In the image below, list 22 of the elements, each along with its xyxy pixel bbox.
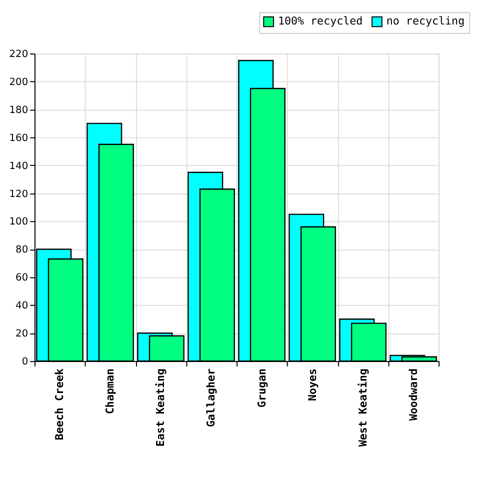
- y-tick-label: 180: [9, 104, 28, 116]
- x-tick-label: Noyes: [306, 368, 319, 402]
- y-tick-label: 60: [16, 272, 28, 284]
- x-tick-label: West Keating: [356, 368, 370, 447]
- y-tick-label: 40: [16, 300, 28, 312]
- x-tick-label: Beech Creek: [53, 368, 66, 440]
- y-tick-label: 120: [9, 188, 28, 200]
- legend-label: no recycling: [386, 14, 465, 28]
- y-tick-label: 0: [22, 356, 28, 368]
- y-tick-label: 140: [9, 160, 28, 172]
- x-tick-label: Gallagher: [204, 368, 218, 428]
- y-tick-label: 20: [16, 328, 28, 340]
- y-tick-label: 200: [9, 76, 28, 88]
- x-tick-label: Grugan: [255, 368, 268, 408]
- x-tick-label: Chapman: [104, 368, 117, 414]
- y-tick-label: 80: [16, 244, 28, 256]
- y-tick-label: 220: [9, 48, 28, 60]
- x-tick-label: Woodward: [406, 368, 420, 421]
- legend-label: 100% recycled: [278, 14, 363, 28]
- y-tick-label: 160: [9, 132, 28, 144]
- x-tick-label: East Keating: [154, 368, 168, 447]
- y-tick-label: 100: [9, 216, 28, 228]
